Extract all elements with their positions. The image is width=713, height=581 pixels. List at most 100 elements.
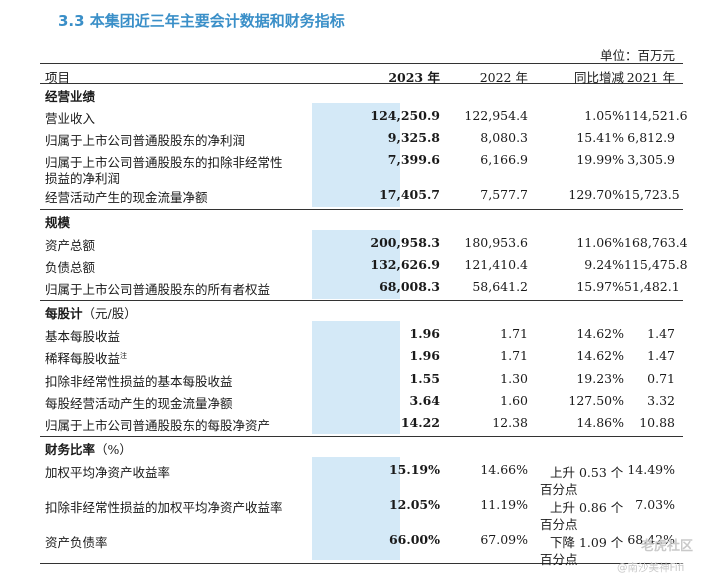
header-2021: 2021 年 [626, 70, 675, 85]
value-2021: 3.32 [647, 393, 675, 408]
header-yoy: 同比增减 [573, 70, 624, 85]
value-2022: 7,577.7 [480, 187, 528, 202]
row-label: 扣除非经常性损益的基本每股收益 [45, 374, 233, 389]
watermark-user-text: @南沙美神Fifi [617, 562, 685, 574]
value-2023: 200,958.3 [370, 235, 440, 250]
value-yoy-line1: 上升 0.86 个 [550, 500, 624, 515]
header-2022: 2022 年 [479, 70, 528, 85]
value-2022: 122,954.4 [464, 108, 528, 123]
value-2022: 11.19% [480, 497, 528, 512]
value-2023: 17,405.7 [379, 187, 440, 202]
row-label: 加权平均净资产收益率 [45, 465, 171, 480]
value-2022: 12.38 [492, 415, 528, 430]
section-per-share-unit: （元/股） [82, 306, 137, 321]
row-label: 归属于上市公司普通股股东的每股净资产 [45, 418, 271, 433]
value-2023: 7,399.6 [387, 152, 440, 167]
highlight-2023-operating [312, 103, 400, 207]
value-yoy: 127.50% [568, 393, 624, 408]
header-2023: 2023 年 [388, 70, 440, 85]
value-yoy: 129.70% [568, 187, 624, 202]
value-2021: 6,812.9 [627, 130, 675, 145]
value-yoy: 19.99% [576, 152, 624, 167]
value-2023: 124,250.9 [370, 108, 440, 123]
row-label: 基本每股收益 [45, 329, 121, 344]
value-yoy: 9.24% [584, 257, 624, 272]
value-2021: 1.47 [647, 326, 675, 341]
row-label: 经营活动产生的现金流量净额 [45, 190, 208, 205]
value-yoy: 15.97% [576, 279, 624, 294]
value-2023: 14.22 [400, 415, 440, 430]
row-label: 负债总额 [45, 260, 96, 275]
row-label: 归属于上市公司普通股股东的所有者权益 [45, 282, 271, 297]
row-label-line1: 归属于上市公司普通股股东的扣除非经常性 [45, 155, 283, 170]
value-yoy: 19.23% [576, 371, 624, 386]
rule-scale [40, 209, 683, 210]
value-2022: 1.71 [500, 326, 528, 341]
value-2022: 6,166.9 [480, 152, 528, 167]
row-label: 资产总额 [45, 238, 96, 253]
value-yoy: 14.86% [576, 415, 624, 430]
section-ratios-unit: （%） [95, 442, 132, 457]
footnote-marker: 注 [120, 351, 128, 360]
value-2022: 1.71 [500, 348, 528, 363]
highlight-2023-per-share [312, 321, 400, 434]
value-2021: 15,723.5 [624, 187, 680, 202]
row-label: 资产负债率 [45, 535, 108, 550]
value-yoy: 1.05% [584, 108, 624, 123]
value-2021: 114,521.6 [624, 108, 688, 123]
value-2023: 15.19% [388, 462, 440, 477]
value-2021: 14.49% [627, 462, 675, 477]
value-2021: 115,475.8 [624, 257, 688, 272]
value-2023: 12.05% [388, 497, 440, 512]
value-2022: 1.30 [500, 371, 528, 386]
value-2022: 8,080.3 [480, 130, 528, 145]
row-label: 营业收入 [45, 111, 96, 126]
section-ratios-title: 财务比率 [45, 442, 96, 457]
section-per-share-title: 每股计 [45, 306, 83, 321]
value-yoy: 11.06% [576, 235, 624, 250]
rule-ratios [40, 436, 683, 437]
section-operating-title: 经营业绩 [45, 89, 96, 104]
rule-top [40, 63, 683, 64]
value-2021: 168,763.4 [624, 235, 688, 250]
highlight-2023-scale [312, 230, 400, 299]
section-title: 3.3 本集团近三年主要会计数据和财务指标 [58, 12, 345, 30]
value-yoy: 15.41% [576, 130, 624, 145]
value-2022: 180,953.6 [464, 235, 528, 250]
unit-label: 单位：百万元 [599, 48, 675, 63]
value-2022: 58,641.2 [472, 279, 528, 294]
value-2022: 1.60 [500, 393, 528, 408]
value-2023: 3.64 [409, 393, 440, 408]
value-2021: 3,305.9 [627, 152, 675, 167]
value-yoy: 14.62% [576, 326, 624, 341]
value-yoy-line2: 百分点 [540, 517, 578, 532]
value-2023: 1.55 [409, 371, 440, 386]
rule-per-share [40, 300, 683, 301]
value-2023: 68,008.3 [379, 279, 440, 294]
value-2023: 9,325.8 [387, 130, 440, 145]
watermark-logo-text: 老虎社区 [641, 539, 694, 554]
row-label: 归属于上市公司普通股股东的净利润 [45, 133, 246, 148]
highlight-2023-ratios [312, 457, 400, 560]
value-2021: 51,482.1 [624, 279, 680, 294]
rule-bottom [40, 563, 683, 564]
header-item: 项目 [45, 70, 71, 85]
rule-header [40, 83, 683, 84]
row-label: 扣除非经常性损益的加权平均净资产收益率 [45, 500, 283, 515]
value-2023: 1.96 [409, 326, 440, 341]
section-scale-title: 规模 [45, 215, 71, 230]
value-yoy: 14.62% [576, 348, 624, 363]
value-2021: 68.42% [627, 532, 675, 547]
value-yoy-line1: 下降 1.09 个 [550, 535, 624, 550]
value-yoy-line1: 上升 0.53 个 [550, 465, 624, 480]
value-2023: 132,626.9 [370, 257, 440, 272]
value-yoy-line2: 百分点 [540, 552, 578, 567]
value-2021: 1.47 [647, 348, 675, 363]
value-2021: 7.03% [635, 497, 675, 512]
value-2022: 14.66% [480, 462, 528, 477]
row-label: 每股经营活动产生的现金流量净额 [45, 396, 233, 411]
value-yoy-line2: 百分点 [540, 482, 578, 497]
row-label-line2: 损益的净利润 [45, 171, 121, 186]
row-label: 稀释每股收益 [45, 351, 121, 366]
value-2021: 0.71 [647, 371, 675, 386]
